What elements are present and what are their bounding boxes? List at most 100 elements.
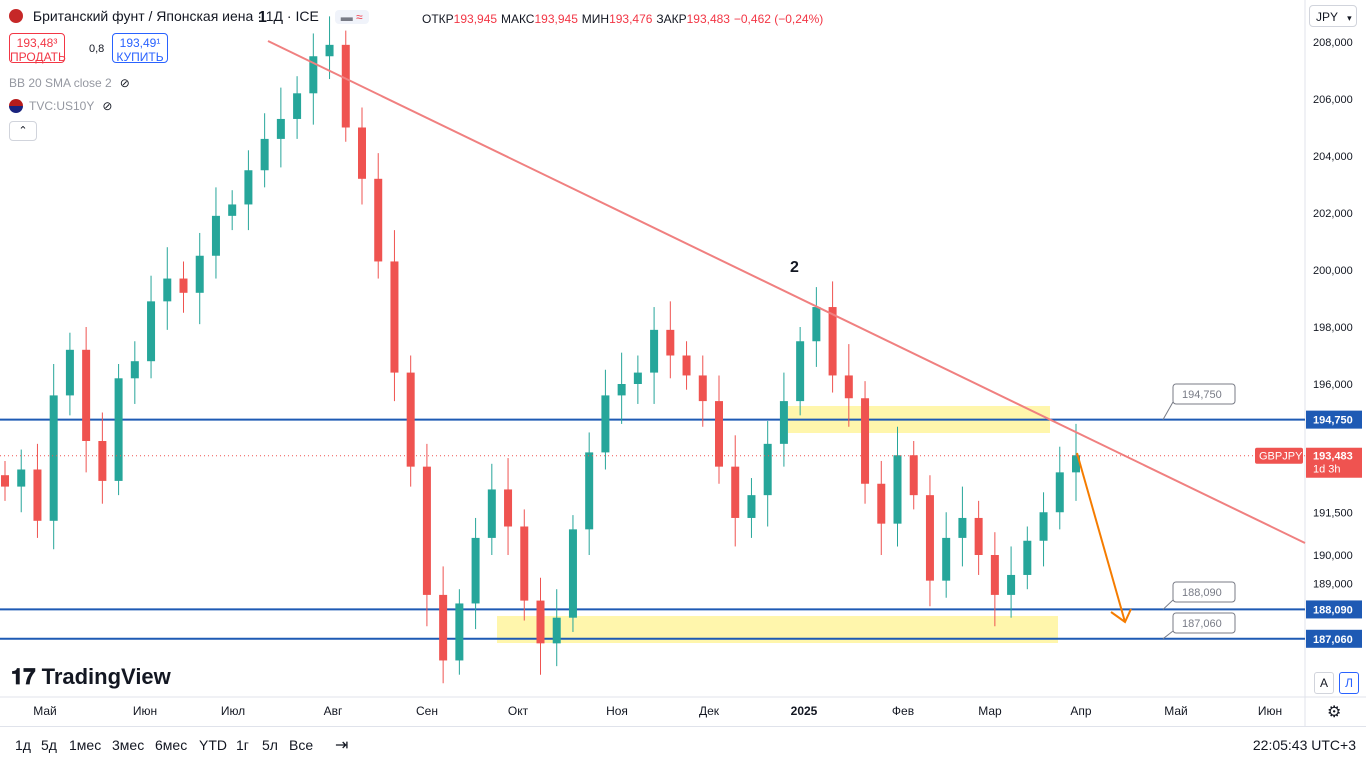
gear-icon[interactable]: ⚙ <box>1327 704 1342 721</box>
date-range-icon[interactable]: ⇥ <box>335 737 349 754</box>
candle-body <box>147 301 156 362</box>
x-tick-label: 2025 <box>791 704 818 718</box>
level-axis-label <box>1306 410 1362 429</box>
trendline[interactable] <box>267 40 1306 544</box>
last-price-label <box>1306 447 1362 478</box>
range-1d[interactable]: 1д <box>15 737 31 753</box>
callout-leader <box>1162 599 1174 610</box>
sell-price: 193,48³ <box>16 36 58 50</box>
candle-body <box>877 483 886 524</box>
candle-body <box>747 495 756 518</box>
eye-off-icon[interactable]: ⊘ <box>102 99 113 113</box>
level-callout[interactable] <box>1172 581 1236 603</box>
candle-body <box>666 329 675 356</box>
range-1m[interactable]: 1мес <box>69 737 102 753</box>
candle-body <box>682 355 691 376</box>
x-tick-label: Апр <box>1070 704 1092 718</box>
auto-scale-button[interactable]: А <box>1314 672 1334 694</box>
candle-body <box>893 455 902 524</box>
callout-leader <box>1162 630 1174 640</box>
buy-button[interactable]: 193,49¹ КУПИТЬ <box>112 33 168 64</box>
candle-body <box>471 537 480 604</box>
range-ytd[interactable]: YTD <box>199 737 227 753</box>
candle-body <box>974 517 983 555</box>
candle-body <box>325 44 334 57</box>
change-value: −0,462 (−0,24%) <box>733 12 824 26</box>
level-callout[interactable] <box>1172 612 1236 634</box>
candle-body <box>1039 512 1048 541</box>
candle-body <box>228 204 237 216</box>
y-tick-label: 189,000 <box>1313 579 1353 591</box>
open-label: ОТКР <box>422 12 454 26</box>
indicator-tvc[interactable]: TVC:US10Y ⊘ <box>9 99 112 113</box>
level-axis-label <box>1306 600 1362 619</box>
currency-select[interactable]: JPY ▾ <box>1309 5 1357 27</box>
candle-body <box>244 170 253 205</box>
candle-body <box>293 93 302 119</box>
sell-label: ПРОДАТЬ <box>10 50 66 64</box>
range-5y[interactable]: 5л <box>262 737 278 753</box>
candle-body <box>17 469 26 487</box>
x-tick-label: Мар <box>978 704 1002 718</box>
symbol-header[interactable]: Британский фунт / Японская иена · 1Д · I… <box>9 8 369 24</box>
candle-body <box>179 278 188 293</box>
y-tick-label: 191,500 <box>1313 507 1353 519</box>
candle-body <box>585 452 594 530</box>
candle-body <box>82 349 91 441</box>
visibility-toggle-icon[interactable]: ▬ ≈ <box>334 10 369 24</box>
y-tick-label: 202,000 <box>1313 208 1353 220</box>
wave-label-2: 2 <box>790 259 799 276</box>
high-value: 193,945 <box>534 12 578 26</box>
candle-body <box>195 255 204 293</box>
x-tick-label: Ноя <box>606 704 628 718</box>
candle-body <box>504 489 513 527</box>
y-tick-label: 200,000 <box>1313 265 1353 277</box>
candle-body <box>650 329 659 373</box>
tv-logo-icon: 𝟏𝟕 <box>11 665 36 690</box>
projection-arrow <box>1076 452 1126 623</box>
symbol-title: Британский фунт / Японская иена · 1Д · I… <box>32 8 319 24</box>
wave-label-1: 1 <box>258 9 267 26</box>
range-5d[interactable]: 5д <box>41 737 57 753</box>
level-callout-text: 187,060 <box>1182 618 1222 630</box>
candle-body <box>925 495 934 581</box>
candle-body <box>390 261 399 373</box>
candle-body <box>715 401 723 467</box>
level-axis-text: 187,060 <box>1313 634 1353 646</box>
candle-body <box>568 529 577 618</box>
chevron-down-icon: ▾ <box>1347 13 1352 23</box>
y-tick-label: 196,000 <box>1313 379 1353 391</box>
flag-icon <box>9 9 23 23</box>
clock: 22:05:43 UTC+3 <box>1252 737 1356 753</box>
x-tick-label: Июн <box>133 704 157 718</box>
candle-body <box>536 600 545 644</box>
collapse-chevron-icon[interactable]: ⌃ <box>9 121 37 141</box>
eye-off-icon[interactable]: ⊘ <box>119 76 130 90</box>
level-axis-text: 194,750 <box>1313 415 1353 427</box>
candle-body <box>552 617 561 644</box>
low-label: МИН <box>581 12 610 26</box>
range-6m[interactable]: 6мес <box>155 737 188 753</box>
level-callout[interactable] <box>1172 383 1236 405</box>
last-price-text: 193,483 <box>1313 451 1353 463</box>
candle-body <box>114 378 123 481</box>
level-axis-label <box>1306 629 1362 648</box>
price-chart[interactable]: 1 2 194,750 188,090 187,060 208,000 206,000 204… <box>0 0 1366 726</box>
currency-value: JPY <box>1316 10 1338 24</box>
sell-button[interactable]: 193,48³ ПРОДАТЬ <box>9 33 66 64</box>
range-all[interactable]: Все <box>289 737 314 753</box>
candle-body <box>861 398 870 484</box>
log-scale-button[interactable]: Л <box>1339 672 1359 694</box>
candle-body <box>455 603 464 661</box>
x-tick-label: Июн <box>1258 704 1282 718</box>
candle-body <box>406 372 415 467</box>
candle-body <box>341 44 350 128</box>
candle-body <box>1 475 9 487</box>
range-1y[interactable]: 1г <box>236 737 249 753</box>
close-label: ЗАКР <box>656 12 687 26</box>
indicator-bb[interactable]: BB 20 SMA close 2 ⊘ <box>9 76 130 90</box>
range-3m[interactable]: 3мес <box>112 737 145 753</box>
candle-body <box>812 307 821 342</box>
x-tick-label: Фев <box>892 704 914 718</box>
bottom-toolbar: 1д 5д 1мес 3мес 6мес YTD 1г 5л Все ⇥ 22:… <box>0 726 1366 765</box>
